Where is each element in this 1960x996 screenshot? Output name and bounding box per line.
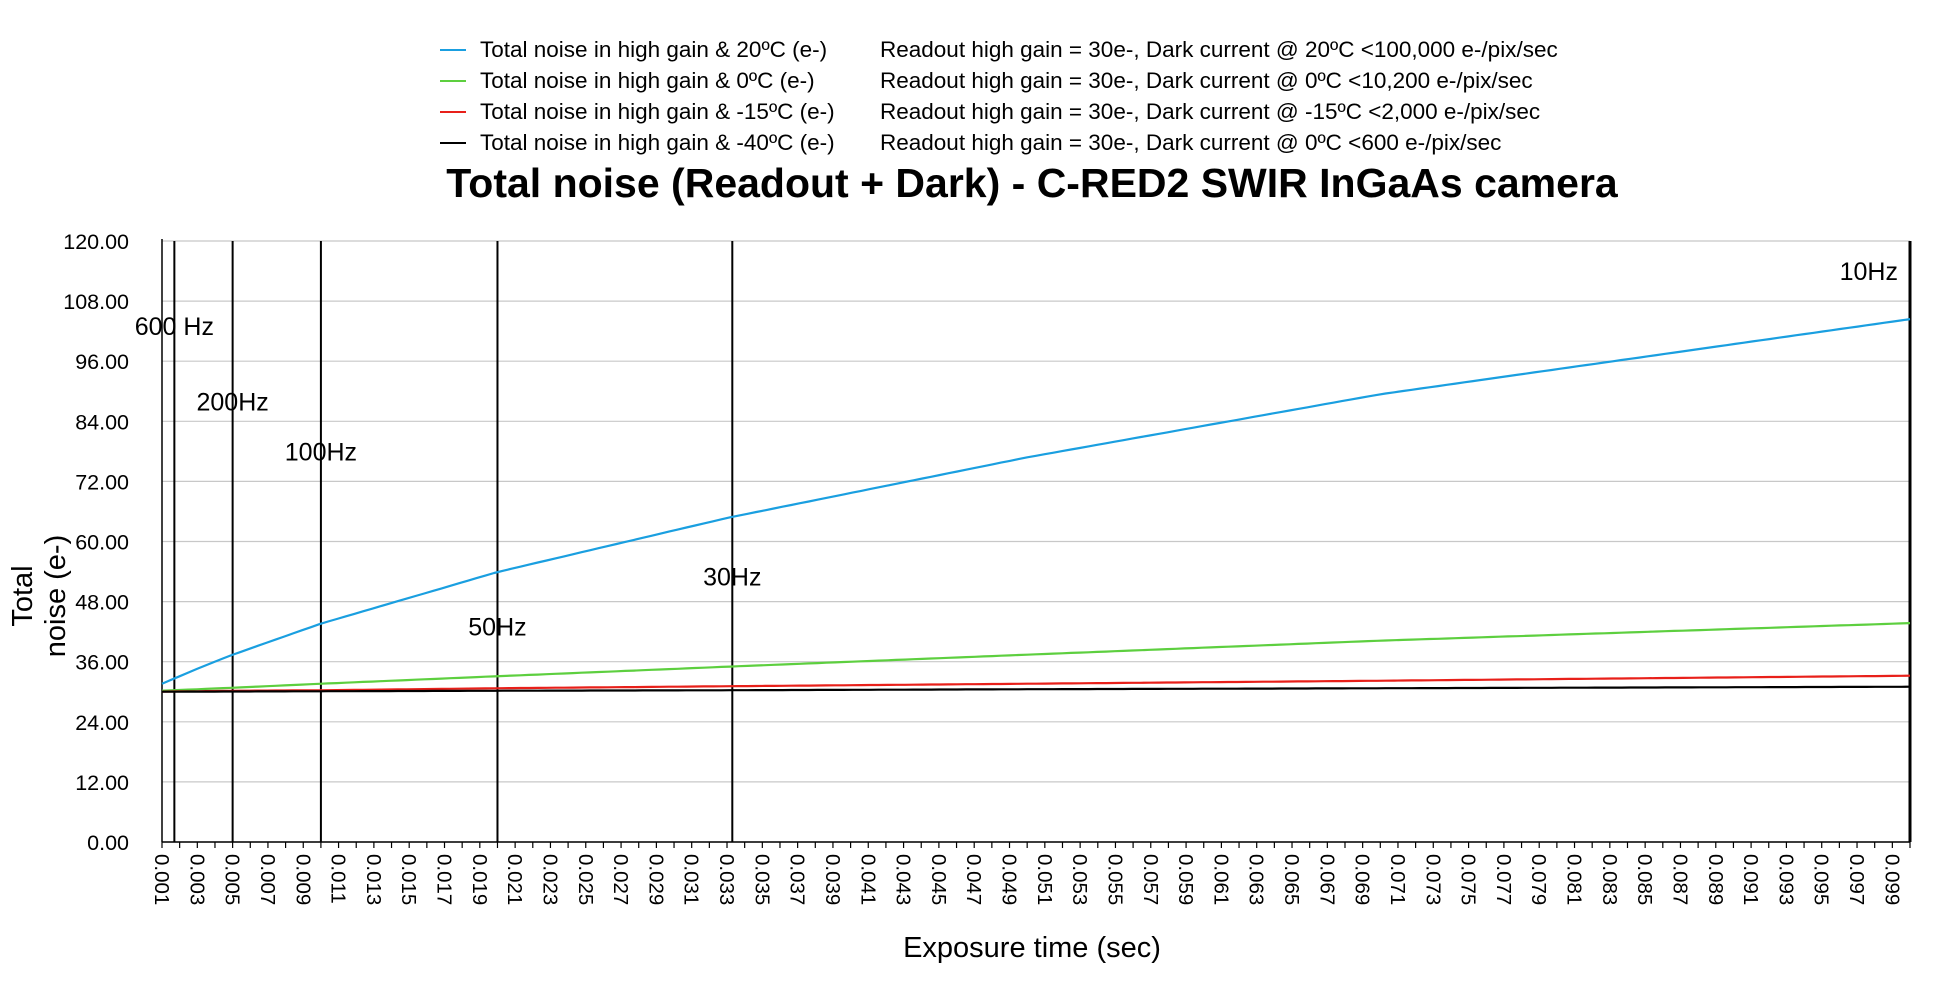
x-tick-label: 0.009: [291, 854, 314, 905]
y-tick-label: 24.00: [75, 711, 129, 735]
y-tick-label: 12.00: [75, 771, 129, 795]
legend-label-minus40c: Total noise in high gain & -40ºC (e-): [480, 130, 835, 155]
legend-label-0c: Total noise in high gain & 0ºC (e-): [480, 68, 815, 93]
x-tick-label: 0.091: [1739, 854, 1762, 905]
legend-note-minus15c: Readout high gain = 30e-, Dark current @…: [880, 99, 1541, 124]
x-tick-label: 0.025: [574, 854, 597, 905]
x-tick-label: 0.043: [892, 854, 915, 905]
chart-legend: Total noise in high gain & 20ºC (e-) Read…: [440, 34, 1558, 158]
series-line-1: [161, 622, 1911, 692]
x-tick-label: 0.067: [1315, 854, 1338, 905]
x-tick-label: 0.001: [150, 854, 173, 905]
x-tick-label: 0.069: [1351, 854, 1374, 905]
x-tick-label: 0.089: [1704, 854, 1727, 905]
legend-note-20c: Readout high gain = 30e-, Dark current @…: [880, 37, 1558, 62]
x-tick-label: 0.079: [1527, 854, 1550, 905]
frequency-marker-label: 50Hz: [468, 614, 526, 642]
legend-swatch-minus15c: [440, 110, 466, 113]
frequency-marker-label: 200Hz: [196, 388, 268, 416]
y-tick-label: 72.00: [75, 470, 129, 494]
x-tick-label: 0.093: [1774, 854, 1797, 905]
series-line-3: [162, 685, 1911, 693]
chart-title: Total noise (Readout + Dark) - C-RED2 SW…: [446, 160, 1618, 206]
x-tick-label: 0.039: [821, 854, 844, 905]
x-tick-label: 0.051: [1033, 854, 1056, 905]
x-tick-label: 0.059: [1174, 854, 1197, 905]
x-tick-label: 0.035: [750, 854, 773, 905]
legend-swatch-20c: [440, 48, 466, 51]
x-tick-label: 0.097: [1845, 854, 1868, 905]
frequency-marker-label: 30Hz: [703, 564, 761, 592]
x-tick-label: 0.041: [856, 854, 879, 905]
y-tick-label: 0.00: [87, 831, 129, 855]
frequency-marker-label: 600 Hz: [135, 313, 214, 341]
x-tick-label: 0.017: [433, 854, 456, 905]
legend-label-minus15c: Total noise in high gain & -15ºC (e-): [480, 99, 835, 124]
frequency-marker-label: 100Hz: [285, 438, 357, 466]
x-tick-label: 0.095: [1810, 854, 1833, 905]
x-tick-label: 0.085: [1633, 854, 1656, 905]
x-tick-label: 0.057: [1139, 854, 1162, 905]
x-tick-label: 0.013: [362, 854, 385, 905]
legend-entry-20c: Total noise in high gain & 20ºC (e-) Read…: [440, 34, 1558, 65]
x-tick-label: 0.061: [1209, 854, 1232, 905]
x-tick-label: 0.037: [786, 854, 809, 905]
y-axis-label: Total noise (e-): [7, 534, 72, 658]
x-tick-label: 0.075: [1457, 854, 1480, 905]
x-tick-label: 0.077: [1492, 854, 1515, 905]
legend-swatch-minus40c: [440, 141, 466, 144]
x-tick-label: 0.005: [221, 854, 244, 905]
x-tick-label: 0.003: [185, 854, 208, 905]
x-tick-label: 0.033: [715, 854, 738, 905]
x-tick-label: 0.071: [1386, 854, 1409, 905]
legend-entry-minus40c: Total noise in high gain & -40ºC (e-) Rea…: [440, 127, 1558, 158]
legend-note-0c: Readout high gain = 30e-, Dark current @…: [880, 68, 1533, 93]
y-tick-label: 36.00: [75, 651, 129, 675]
x-tick-label: 0.047: [962, 854, 985, 905]
legend-entry-minus15c: Total noise in high gain & -15ºC (e-) Rea…: [440, 96, 1558, 127]
x-tick-label: 0.049: [998, 854, 1021, 905]
series-line-2: [161, 674, 1911, 693]
legend-entry-0c: Total noise in high gain & 0ºC (e-) Reado…: [440, 65, 1558, 96]
frequency-marker-label: 10Hz: [1840, 258, 1898, 286]
legend-swatch-0c: [440, 79, 466, 82]
x-tick-label: 0.053: [1068, 854, 1091, 905]
x-tick-label: 0.007: [256, 854, 279, 905]
x-tick-label: 0.045: [927, 854, 950, 905]
y-tick-label: 96.00: [75, 350, 129, 374]
y-tick-label: 108.00: [63, 290, 129, 314]
x-tick-label: 0.063: [1245, 854, 1268, 905]
x-tick-label: 0.081: [1563, 854, 1586, 905]
x-tick-label: 0.099: [1880, 854, 1903, 905]
x-axis-label: Exposure time (sec): [903, 932, 1161, 964]
x-tick-label: 0.015: [397, 854, 420, 905]
x-tick-label: 0.087: [1668, 854, 1691, 905]
x-tick-label: 0.021: [503, 854, 526, 905]
x-tick-label: 0.083: [1598, 854, 1621, 905]
legend-label-20c: Total noise in high gain & 20ºC (e-): [480, 37, 828, 62]
y-tick-label: 120.00: [63, 230, 129, 254]
x-tick-label: 0.031: [680, 854, 703, 905]
y-tick-label: 48.00: [75, 591, 129, 615]
y-tick-label: 60.00: [75, 531, 129, 555]
x-tick-label: 0.065: [1280, 854, 1303, 905]
x-tick-label: 0.073: [1421, 854, 1444, 905]
series-line-0: [161, 318, 1911, 685]
legend-note-minus40c: Readout high gain = 30e-, Dark current @…: [880, 130, 1502, 155]
x-tick-label: 0.055: [1103, 854, 1126, 905]
x-tick-label: 0.011: [327, 854, 350, 904]
x-tick-label: 0.027: [609, 854, 632, 905]
y-tick-label: 84.00: [75, 410, 129, 434]
x-tick-label: 0.029: [644, 854, 667, 905]
x-tick-label: 0.019: [468, 854, 491, 905]
x-tick-label: 0.023: [538, 854, 561, 905]
